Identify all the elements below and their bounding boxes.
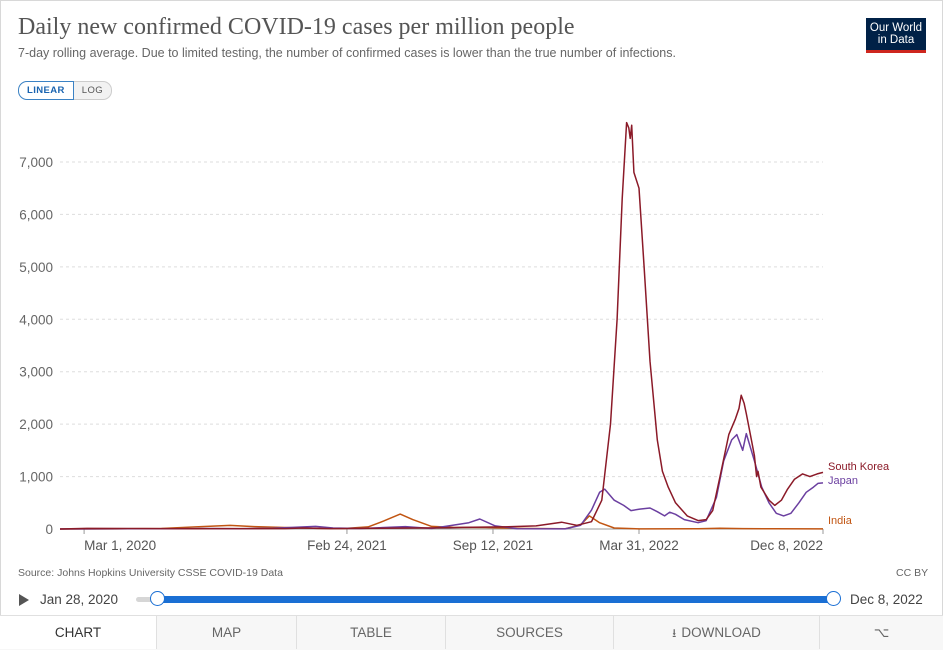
tab-download[interactable]: ⭳ DOWNLOAD — [614, 616, 820, 649]
series-label-south-korea[interactable]: South Korea — [828, 461, 890, 473]
y-tick-label: 4,000 — [19, 312, 53, 327]
x-tick-label: Mar 31, 2022 — [599, 538, 679, 553]
series-label-india[interactable]: India — [828, 515, 853, 527]
grid-lines — [60, 161, 823, 530]
x-tick-label: Mar 1, 2020 — [84, 538, 156, 553]
source-note: Source: Johns Hopkins University CSSE CO… — [18, 567, 283, 579]
y-tick-label: 2,000 — [19, 417, 53, 432]
chart-title: Daily new confirmed COVID-19 cases per m… — [18, 14, 575, 40]
y-tick-label: 1,000 — [19, 470, 53, 485]
tab-share[interactable]: ⌥ — [820, 616, 943, 649]
tab-download-label: DOWNLOAD — [681, 625, 761, 640]
timeline-end-handle[interactable] — [826, 591, 841, 606]
timeline-slider: Jan 28, 2020 Dec 8, 2022 — [0, 588, 943, 612]
x-tick-label: Feb 24, 2021 — [307, 538, 387, 553]
logo-line-1: Our World — [869, 22, 923, 34]
tab-map[interactable]: MAP — [157, 616, 297, 649]
y-tick-label: 7,000 — [19, 155, 53, 170]
linear-scale-button[interactable]: LINEAR — [18, 81, 74, 100]
x-axis-ticks: Mar 1, 2020 Feb 24, 2021 Sep 12, 2021 Mar 3… — [83, 529, 824, 553]
timeline-start-date: Jan 28, 2020 — [40, 592, 119, 607]
series-line-south-korea[interactable] — [59, 121, 824, 530]
tab-sources[interactable]: SOURCES — [446, 616, 614, 649]
license-link[interactable]: CC BY — [896, 567, 929, 579]
chart-subtitle: 7-day rolling average. Due to limited te… — [18, 46, 676, 60]
logo-line-2: in Data — [877, 34, 915, 46]
series-lines — [59, 121, 824, 530]
scale-toggle: LINEAR LOG — [18, 81, 113, 100]
log-scale-button[interactable]: LOG — [73, 81, 113, 100]
timeline-start-handle[interactable] — [150, 591, 165, 606]
series-line-japan[interactable] — [59, 432, 824, 530]
x-tick-label: Sep 12, 2021 — [453, 538, 533, 553]
y-tick-label: 6,000 — [19, 207, 53, 222]
download-icon: ⭳ — [672, 626, 677, 640]
series-label-japan[interactable]: Japan — [828, 475, 858, 487]
tab-table[interactable]: TABLE — [297, 616, 446, 649]
share-icon: ⌥ — [873, 625, 890, 640]
y-axis-ticks: 0 1,000 2,000 3,000 4,000 5,000 6,000 7,000 — [19, 155, 53, 537]
y-tick-label: 5,000 — [19, 260, 53, 275]
y-tick-label: 0 — [45, 522, 53, 537]
line-chart: 0 1,000 2,000 3,000 4,000 5,000 6,000 7,000 Mar… — [19, 121, 890, 553]
play-icon[interactable] — [19, 594, 29, 606]
tab-chart[interactable]: CHART — [0, 616, 157, 649]
tab-bar: CHART MAP TABLE SOURCES ⭳ DOWNLOAD ⌥ — [0, 615, 943, 650]
series-labels: India Japan South Korea — [828, 461, 890, 527]
x-tick-label: Dec 8, 2022 — [750, 538, 823, 553]
owid-logo[interactable]: Our World in Data — [866, 18, 926, 53]
y-tick-label: 3,000 — [19, 365, 53, 380]
timeline-selected-range[interactable] — [158, 596, 834, 603]
logo-accent-bar — [866, 50, 926, 53]
timeline-end-date: Dec 8, 2022 — [850, 592, 923, 607]
